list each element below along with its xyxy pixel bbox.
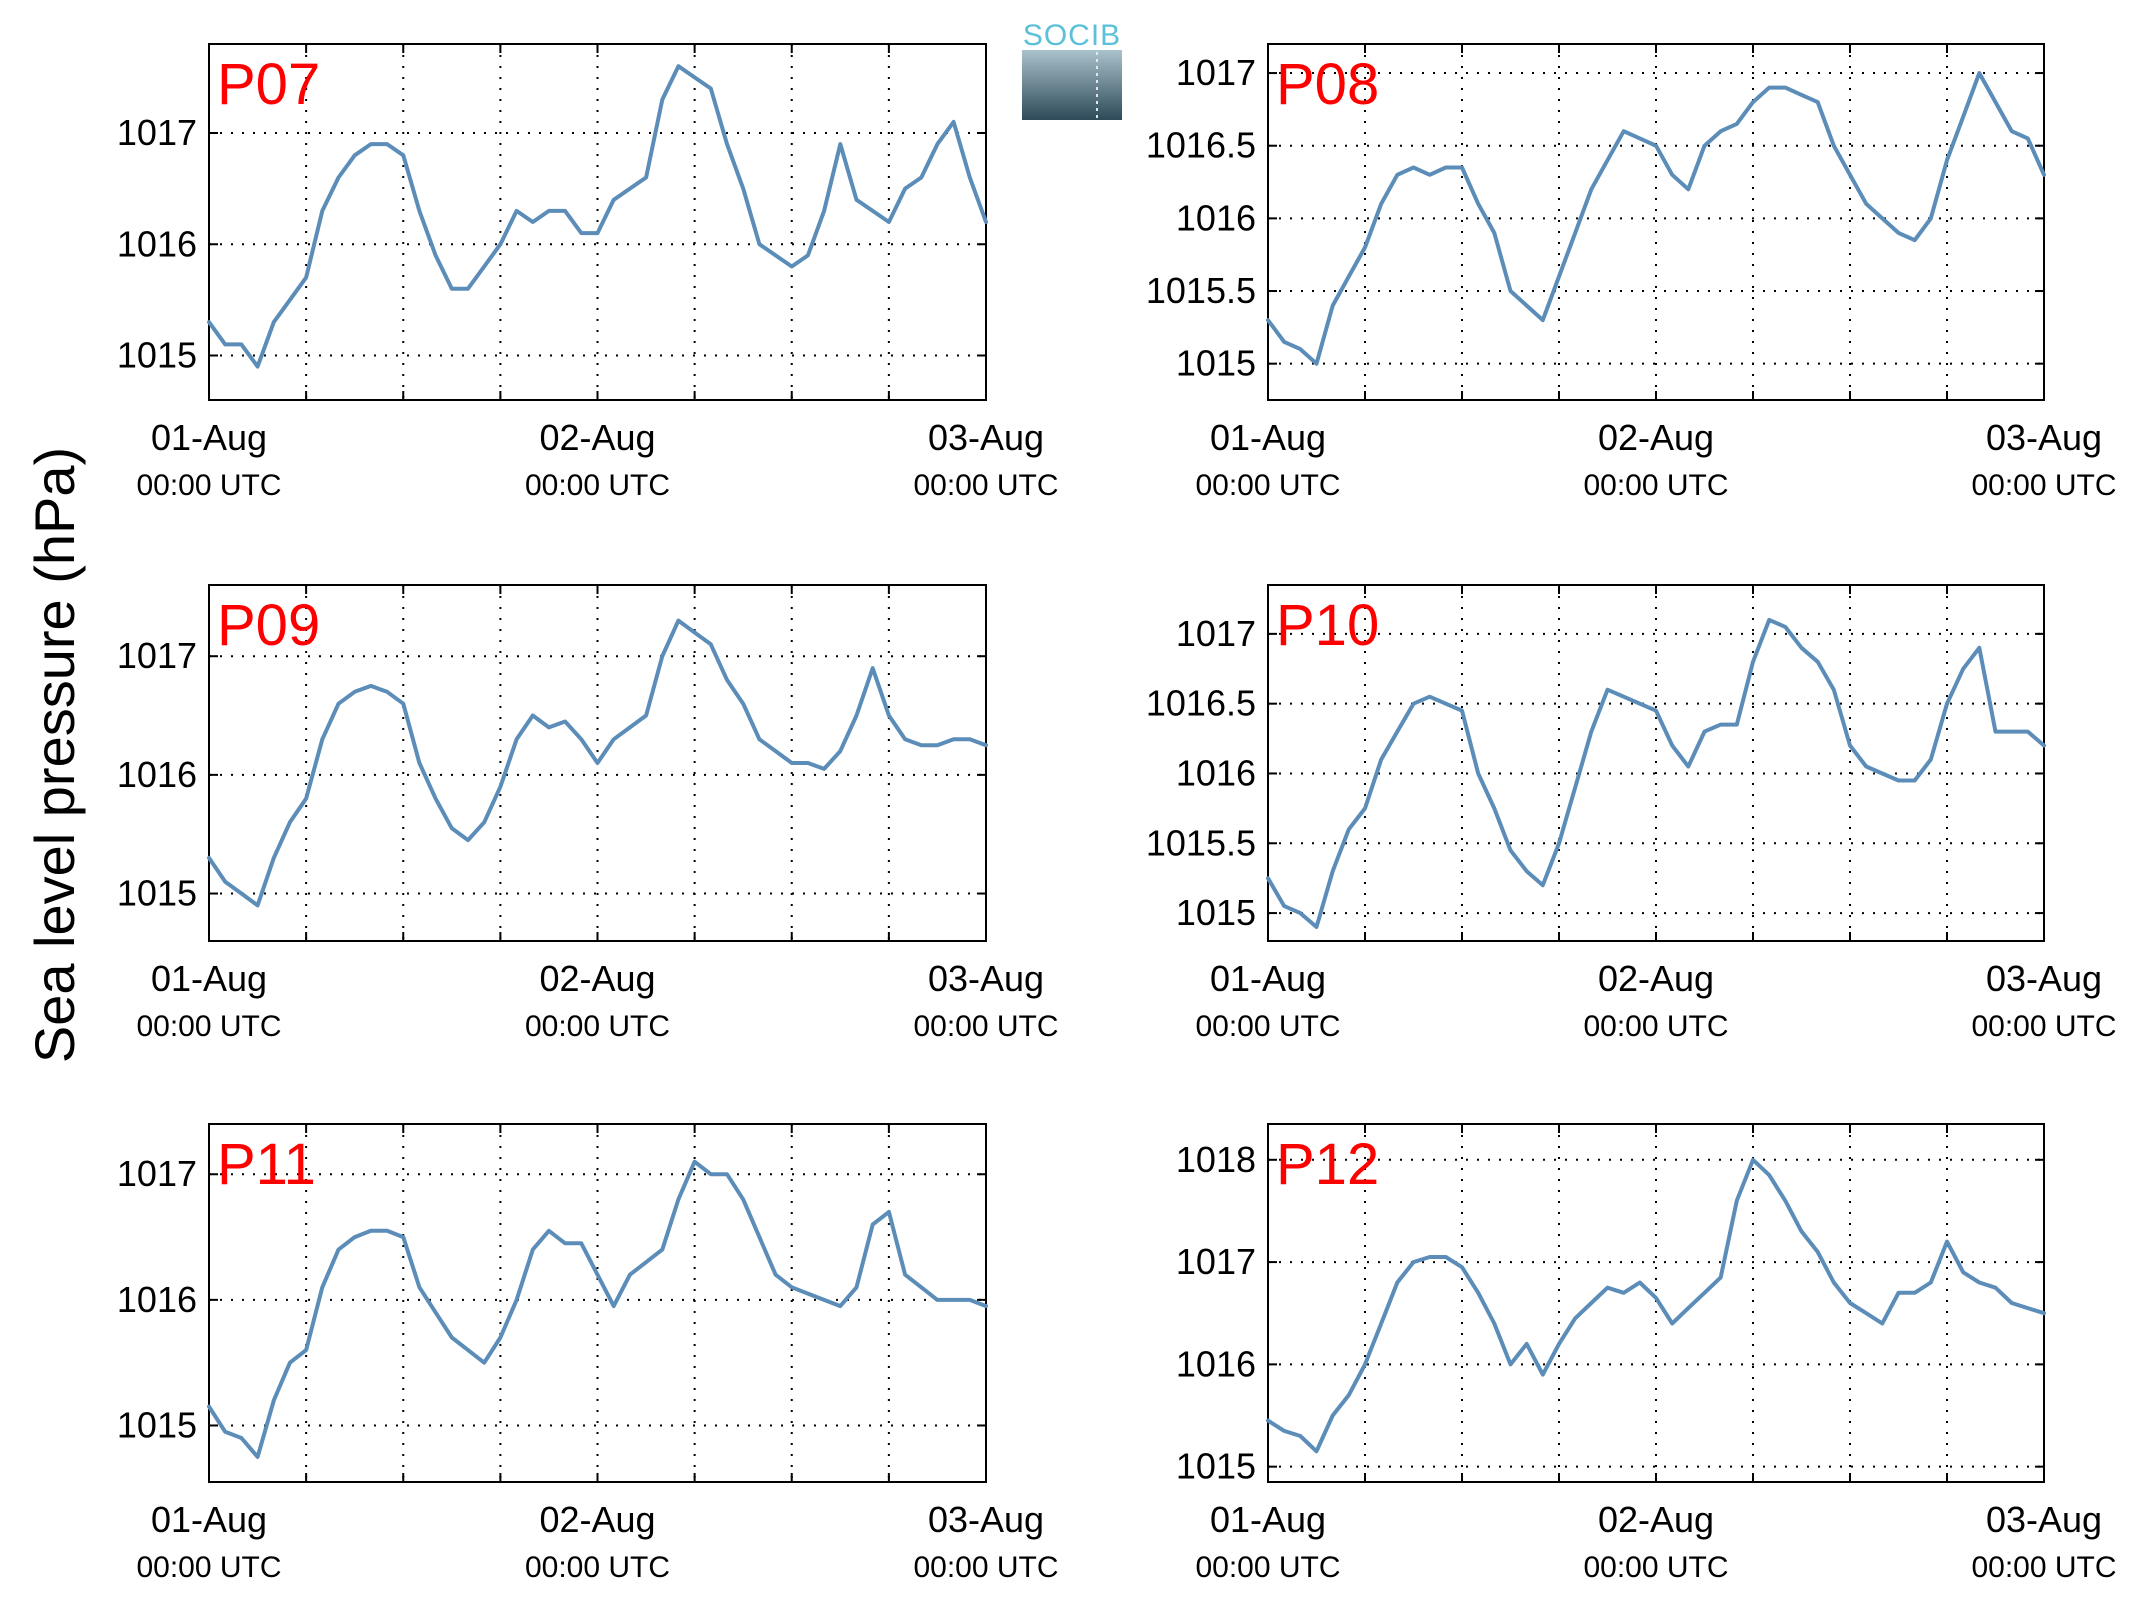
x-tick-date-label: 03-Aug [928,417,1044,458]
x-tick-date-label: 01-Aug [151,417,267,458]
x-tick-time-label: 00:00 UTC [525,469,670,502]
x-tick-time-label: 00:00 UTC [136,469,281,502]
y-tick-label: 1016 [1176,752,1256,793]
panel-p12: 1015 1016 1017 1018 01-Aug 00:00 UTC 02-Aug 00:… [1176,1123,2117,1584]
pressure-series-line [1266,1157,2046,1454]
x-tick-time-label: 00:00 UTC [1583,1551,1728,1584]
socib-logo: SOCIB [1022,19,1122,120]
y-tick-label: 1016 [117,754,197,795]
panel-p07: 1015 1016 1017 01-Aug 00:00 UTC 02-Aug 00:00 U… [117,43,1059,502]
panel-p11: 1015 1016 1017 01-Aug 00:00 UTC 02-Aug 00:00 U… [117,1123,1059,1584]
y-tick-label: 1017 [1176,613,1256,654]
panel-title: P08 [1276,52,1379,117]
y-tick-label: 1017 [1176,1241,1256,1282]
x-tick-time-label: 00:00 UTC [913,1551,1058,1584]
pressure-series-line [207,1159,988,1459]
panel-title: P10 [1276,593,1379,658]
y-tick-label: 1015 [117,1404,197,1445]
y-tick-label: 1016.5 [1146,125,1256,166]
x-tick-time-label: 00:00 UTC [136,1551,281,1584]
axes-frame [208,1123,987,1483]
x-tick-date-label: 01-Aug [1210,417,1326,458]
y-tick-label: 1015.5 [1146,270,1256,311]
panel-p09: 1015 1016 1017 01-Aug 00:00 UTC 02-Aug 00:00 U… [117,584,1059,1043]
x-tick-date-label: 03-Aug [928,958,1044,999]
y-tick-label: 1016 [117,1279,197,1320]
y-tick-label: 1015 [117,335,197,376]
x-tick-time-label: 00:00 UTC [525,1010,670,1043]
x-tick-time-label: 00:00 UTC [1971,1010,2116,1043]
x-tick-date-label: 01-Aug [151,958,267,999]
x-tick-date-label: 01-Aug [151,1499,267,1540]
y-axis-label: Sea level pressure (hPa) [23,447,86,1063]
y-tick-label: 1015 [1176,343,1256,384]
y-tick-label: 1015 [1176,892,1256,933]
y-tick-label: 1016 [117,223,197,264]
panel-title: P07 [217,52,320,117]
x-tick-date-label: 02-Aug [1598,1499,1714,1540]
x-tick-date-label: 02-Aug [1598,958,1714,999]
y-tick-label: 1015 [117,873,197,914]
axes-frame [1267,1123,2045,1483]
panel-p08: 1015 1015.5 1016 1016.5 1017 01-Aug 00:00 UTC 0… [1146,43,2117,502]
x-tick-time-label: 00:00 UTC [1195,1551,1340,1584]
x-tick-date-label: 02-Aug [539,417,655,458]
x-tick-date-label: 03-Aug [1986,958,2102,999]
logo-text: SOCIB [1023,19,1121,52]
panels: 1015 1016 1017 01-Aug 00:00 UTC 02-Aug 00:00 U… [117,43,2117,1584]
x-tick-date-label: 03-Aug [1986,417,2102,458]
x-tick-time-label: 00:00 UTC [525,1551,670,1584]
y-tick-label: 1016 [1176,1343,1256,1384]
y-tick-label: 1015 [1176,1446,1256,1487]
panel-title: P09 [217,593,320,658]
x-tick-time-label: 00:00 UTC [1583,1010,1728,1043]
x-tick-time-label: 00:00 UTC [1971,469,2116,502]
panel-title: P12 [1276,1132,1379,1197]
y-tick-label: 1016 [1176,197,1256,238]
y-tick-label: 1018 [1176,1139,1256,1180]
x-tick-time-label: 00:00 UTC [913,1010,1058,1043]
x-tick-time-label: 00:00 UTC [136,1010,281,1043]
panel-p10: 1015 1015.5 1016 1016.5 1017 01-Aug 00:00 UTC 0… [1146,584,2117,1043]
x-tick-time-label: 00:00 UTC [1195,1010,1340,1043]
x-tick-date-label: 02-Aug [1598,417,1714,458]
x-tick-time-label: 00:00 UTC [1195,469,1340,502]
x-tick-time-label: 00:00 UTC [1971,1551,2116,1584]
x-tick-time-label: 00:00 UTC [1583,469,1728,502]
x-tick-date-label: 02-Aug [539,958,655,999]
x-tick-date-label: 03-Aug [1986,1499,2102,1540]
y-tick-label: 1016.5 [1146,683,1256,724]
x-tick-date-label: 01-Aug [1210,1499,1326,1540]
y-tick-label: 1017 [117,1153,197,1194]
y-tick-label: 1017 [117,635,197,676]
y-tick-label: 1015.5 [1146,822,1256,863]
x-tick-date-label: 03-Aug [928,1499,1044,1540]
x-tick-date-label: 02-Aug [539,1499,655,1540]
y-tick-label: 1017 [117,112,197,153]
x-tick-date-label: 01-Aug [1210,958,1326,999]
panel-title: P11 [217,1132,316,1197]
y-tick-label: 1017 [1176,52,1256,93]
x-tick-time-label: 00:00 UTC [913,469,1058,502]
